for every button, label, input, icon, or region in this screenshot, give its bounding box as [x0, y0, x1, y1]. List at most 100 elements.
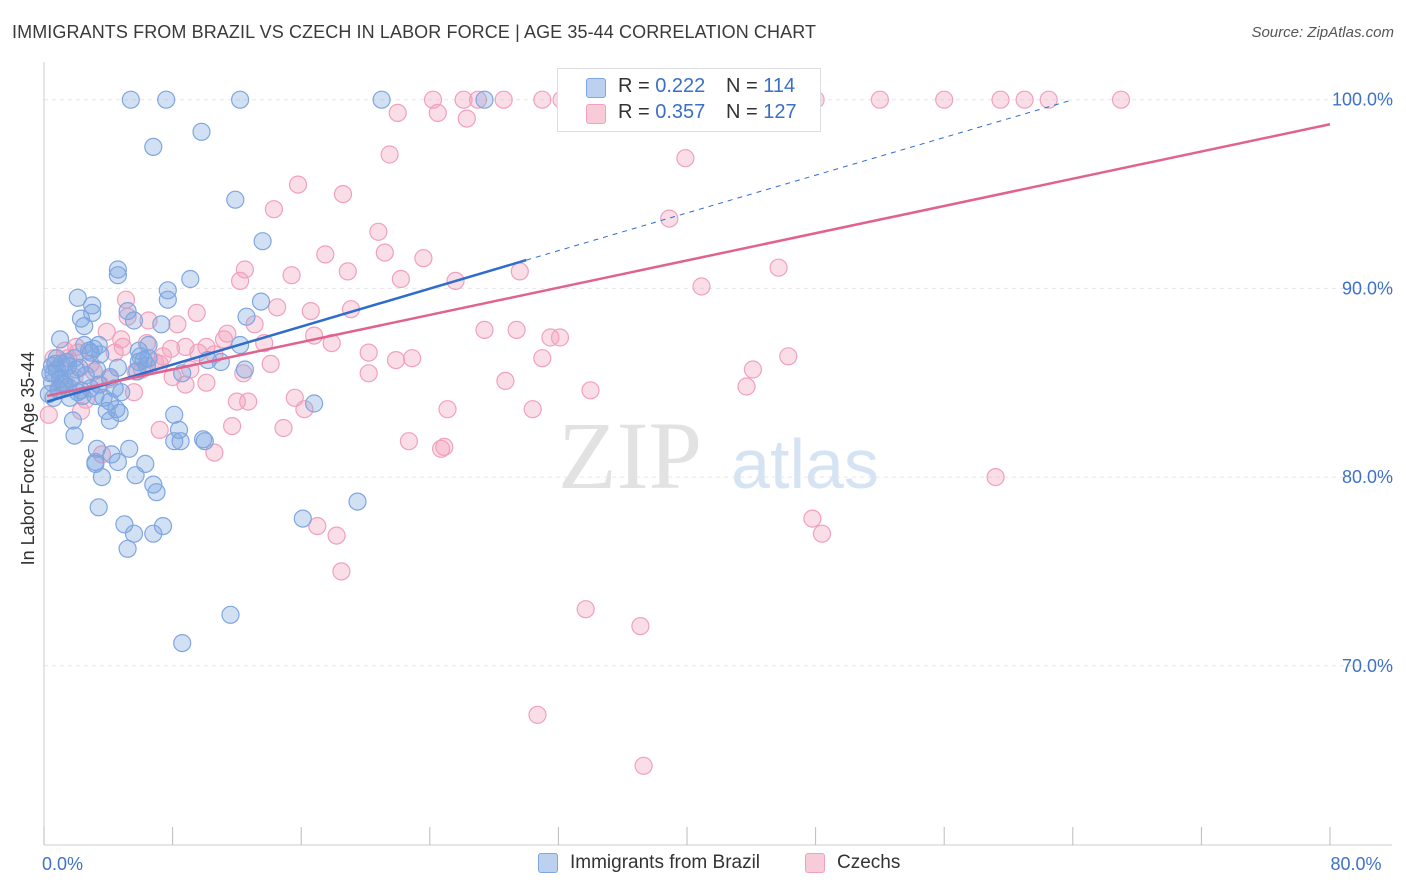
brazil-point-103 [84, 339, 103, 358]
czechs-point-45 [168, 315, 187, 334]
czechs-point-93 [986, 468, 1005, 487]
y-tick-label-1: 80.0% [1342, 467, 1393, 487]
czechs-point-12 [935, 90, 954, 109]
czechs-point-92 [92, 445, 112, 464]
brazil-point-113 [47, 349, 67, 368]
czechs-point-84 [523, 400, 542, 419]
brazil-point-68 [195, 432, 214, 451]
x-tick-label-1: 80.0% [1330, 854, 1381, 874]
axes [43, 62, 1392, 846]
watermark-zip: ZIP [558, 402, 702, 509]
brazil-point-84 [153, 516, 173, 536]
brazil-point-80 [348, 492, 367, 511]
czechs-point-47 [475, 320, 494, 339]
czechs-point-66 [261, 354, 280, 373]
legend-n-label: N = [726, 75, 764, 97]
czechs-point-82 [295, 400, 314, 419]
brazil-point-7 [226, 190, 245, 209]
czechs-point-99 [576, 600, 595, 619]
brazil-point-14 [83, 296, 102, 315]
brazil-point-66 [171, 432, 190, 451]
czechs-point-33 [391, 269, 410, 289]
legend-r-label: R = [618, 101, 656, 123]
brazil-point-82 [293, 509, 312, 528]
legend-n-value-czechs: 127 [763, 101, 797, 123]
czechs-point-127 [112, 330, 131, 349]
brazil-point-16 [251, 292, 271, 311]
tick-labels: 70.0% 80.0% 90.0% 100.0% 0.0% 80.0% [42, 90, 1393, 874]
czechs-point-17 [428, 103, 447, 123]
czechs-point-76 [743, 360, 763, 379]
czechs-point-94 [803, 509, 822, 528]
czechs-point-25 [660, 209, 679, 228]
brazil-point-23 [75, 317, 94, 336]
source-credit: Source: ZipAtlas.com [1251, 24, 1394, 41]
czechs-point-50 [550, 328, 570, 347]
brazil-point-63 [169, 420, 189, 439]
y-tick-label-3: 100.0% [1332, 90, 1393, 110]
brazil-point-21 [152, 315, 171, 334]
czechs-point-77 [581, 381, 600, 400]
brazil-point-67 [165, 432, 184, 451]
czechs-point-121 [124, 383, 144, 402]
czechs-point-83 [438, 400, 457, 419]
czechs-point-85 [223, 417, 242, 436]
legend-swatch-brazil [586, 78, 606, 98]
czechs-point-90 [435, 437, 454, 456]
brazil-point-9 [108, 260, 128, 279]
czechs-point-30 [235, 260, 254, 279]
legend-bottom-swatch-brazil [538, 853, 558, 873]
czechs-point-67 [359, 343, 378, 362]
y-tick-label-2: 90.0% [1342, 278, 1393, 298]
czechs-point-69 [403, 349, 422, 368]
czechs-point-75 [496, 371, 515, 390]
czechs-point-98 [332, 562, 351, 581]
brazil-point-79 [147, 483, 166, 502]
legend-swatch-czechs [586, 104, 606, 124]
brazil-point-35 [211, 352, 230, 372]
brazil-point-10 [108, 266, 128, 285]
brazil-point-61 [100, 411, 120, 430]
brazil-point-0 [121, 90, 140, 109]
brazil-point-77 [92, 468, 112, 487]
czechs-point-37 [769, 258, 788, 277]
brazil-point-56 [305, 394, 324, 413]
czechs-point-21 [676, 149, 695, 168]
brazil-point-15 [158, 290, 177, 309]
brazil-point-8 [253, 232, 272, 251]
legend-r-label: R = [618, 75, 656, 97]
czechs-point-86 [274, 418, 293, 438]
brazil-point-3 [372, 90, 391, 109]
legend-n-value-brazil: 114 [763, 75, 796, 97]
czechs-point-18 [457, 109, 476, 128]
czechs-point-36 [231, 271, 250, 290]
data-points [39, 90, 1131, 775]
brazil-point-11 [181, 269, 200, 289]
gridlines [44, 99, 1392, 667]
czechs-point-117 [161, 339, 181, 358]
czechs-point-97 [327, 526, 346, 545]
czechs-point-13 [991, 90, 1010, 109]
brazil-point-71 [102, 445, 121, 464]
czechs-point-101 [528, 705, 547, 724]
brazil-point-4 [475, 90, 494, 109]
brazil-point-85 [124, 524, 144, 543]
brazil-point-88 [221, 605, 240, 624]
czechs-point-32 [338, 262, 357, 281]
czechs-point-35 [510, 262, 529, 281]
czechs-point-20 [380, 145, 399, 164]
y-tick-label-0: 70.0% [1342, 656, 1393, 676]
czechs-point-70 [533, 349, 552, 368]
czechs-point-51 [97, 322, 116, 341]
brazil-point-81 [89, 498, 108, 517]
brazil-point-87 [118, 539, 137, 558]
legend-bottom-label-brazil: Immigrants from Brazil [570, 852, 761, 873]
legend-r-value-czechs: 0.357 [655, 101, 706, 123]
brazil-point-20 [124, 311, 144, 330]
brazil-point-107 [70, 358, 89, 377]
czechs-point-41 [301, 302, 320, 321]
czechs-point-74 [197, 373, 216, 392]
czechs-point-43 [187, 303, 206, 322]
brazil-point-86 [144, 524, 163, 543]
